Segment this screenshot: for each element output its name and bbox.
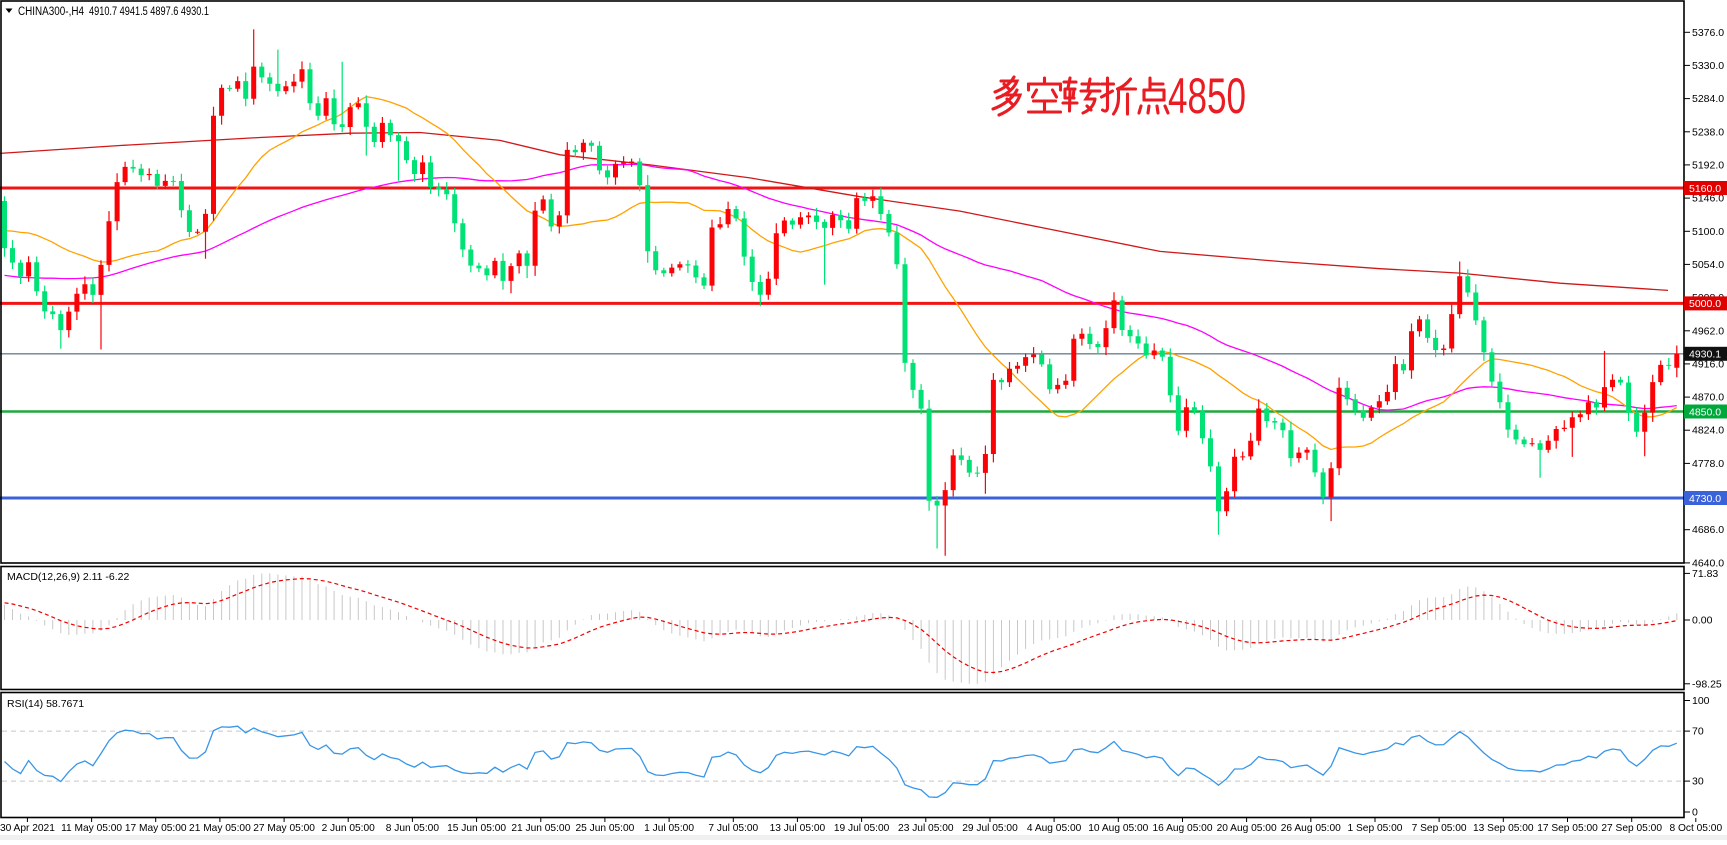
svg-text:4962.0: 4962.0 <box>1692 325 1724 337</box>
svg-text:23 Jul 05:00: 23 Jul 05:00 <box>898 823 954 834</box>
svg-text:5330.0: 5330.0 <box>1692 60 1724 72</box>
svg-text:5000.0: 5000.0 <box>1689 298 1721 310</box>
svg-text:11 May 05:00: 11 May 05:00 <box>61 823 122 834</box>
svg-text:4910.7 4941.5 4897.6 4930.1: 4910.7 4941.5 4897.6 4930.1 <box>89 6 209 18</box>
svg-text:7 Sep 05:00: 7 Sep 05:00 <box>1412 823 1467 834</box>
svg-text:10 Aug 05:00: 10 Aug 05:00 <box>1088 823 1148 834</box>
svg-text:4850: 4850 <box>1168 68 1246 124</box>
svg-text:70: 70 <box>1692 726 1704 738</box>
svg-text:8 Jun 05:00: 8 Jun 05:00 <box>386 823 440 834</box>
svg-text:26 Aug 05:00: 26 Aug 05:00 <box>1281 823 1341 834</box>
svg-text:27 May 05:00: 27 May 05:00 <box>253 823 315 834</box>
svg-text:5192.0: 5192.0 <box>1692 159 1724 171</box>
svg-text:27 Sep 05:00: 27 Sep 05:00 <box>1601 823 1662 834</box>
svg-text:RSI(14) 58.7671: RSI(14) 58.7671 <box>7 698 84 710</box>
svg-text:0.00: 0.00 <box>1692 615 1713 627</box>
svg-text:5160.0: 5160.0 <box>1689 183 1721 195</box>
svg-text:4686.0: 4686.0 <box>1692 524 1724 536</box>
svg-text:0: 0 <box>1692 807 1698 819</box>
svg-text:25 Jun 05:00: 25 Jun 05:00 <box>575 823 634 834</box>
svg-text:15 Jun 05:00: 15 Jun 05:00 <box>447 823 506 834</box>
svg-text:19 Jul 05:00: 19 Jul 05:00 <box>834 823 890 834</box>
svg-text:5238.0: 5238.0 <box>1692 126 1724 138</box>
svg-text:4 Aug 05:00: 4 Aug 05:00 <box>1027 823 1082 834</box>
svg-text:5054.0: 5054.0 <box>1692 259 1724 271</box>
svg-text:100: 100 <box>1692 695 1710 707</box>
svg-text:4850.0: 4850.0 <box>1689 406 1721 418</box>
svg-text:MACD(12,26,9) 2.11 -6.22: MACD(12,26,9) 2.11 -6.22 <box>7 571 130 583</box>
svg-text:29 Jul 05:00: 29 Jul 05:00 <box>962 823 1018 834</box>
svg-text:1 Jul 05:00: 1 Jul 05:00 <box>644 823 694 834</box>
svg-text:4930.1: 4930.1 <box>1689 349 1721 361</box>
svg-text:5146.0: 5146.0 <box>1692 193 1724 205</box>
svg-text:21 May 05:00: 21 May 05:00 <box>189 823 251 834</box>
svg-text:5284.0: 5284.0 <box>1692 93 1724 105</box>
svg-text:CHINA300-,H4: CHINA300-,H4 <box>18 6 85 18</box>
svg-text:7 Jul 05:00: 7 Jul 05:00 <box>708 823 758 834</box>
svg-text:17 Sep 05:00: 17 Sep 05:00 <box>1537 823 1598 834</box>
svg-text:-98.25: -98.25 <box>1692 678 1722 690</box>
svg-text:30: 30 <box>1692 776 1704 788</box>
svg-text:16 Aug 05:00: 16 Aug 05:00 <box>1152 823 1212 834</box>
svg-text:30 Apr 2021: 30 Apr 2021 <box>0 823 55 834</box>
svg-text:8 Oct 05:00: 8 Oct 05:00 <box>1669 823 1722 834</box>
svg-text:2 Jun 05:00: 2 Jun 05:00 <box>322 823 376 834</box>
svg-text:4916.0: 4916.0 <box>1692 358 1724 370</box>
svg-text:21 Jun 05:00: 21 Jun 05:00 <box>511 823 570 834</box>
svg-text:13 Jul 05:00: 13 Jul 05:00 <box>770 823 826 834</box>
svg-text:5100.0: 5100.0 <box>1692 226 1724 238</box>
svg-text:17 May 05:00: 17 May 05:00 <box>125 823 187 834</box>
svg-text:4730.0: 4730.0 <box>1689 493 1721 505</box>
svg-text:5376.0: 5376.0 <box>1692 27 1724 39</box>
svg-text:4870.0: 4870.0 <box>1692 392 1724 404</box>
svg-text:71.83: 71.83 <box>1692 568 1718 580</box>
svg-text:20 Aug 05:00: 20 Aug 05:00 <box>1217 823 1277 834</box>
svg-text:13 Sep 05:00: 13 Sep 05:00 <box>1473 823 1534 834</box>
svg-text:1 Sep 05:00: 1 Sep 05:00 <box>1348 823 1403 834</box>
svg-text:4824.0: 4824.0 <box>1692 425 1724 437</box>
svg-text:4640.0: 4640.0 <box>1692 557 1724 569</box>
svg-text:4778.0: 4778.0 <box>1692 458 1724 470</box>
